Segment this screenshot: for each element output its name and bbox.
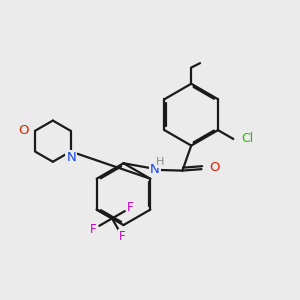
Text: H: H	[155, 157, 164, 167]
Text: O: O	[209, 161, 219, 174]
Text: Cl: Cl	[242, 132, 254, 145]
Text: F: F	[119, 230, 126, 243]
Text: O: O	[18, 124, 28, 137]
Text: F: F	[127, 201, 134, 214]
Text: F: F	[90, 223, 97, 236]
Text: N: N	[66, 152, 76, 164]
Text: N: N	[150, 163, 160, 176]
